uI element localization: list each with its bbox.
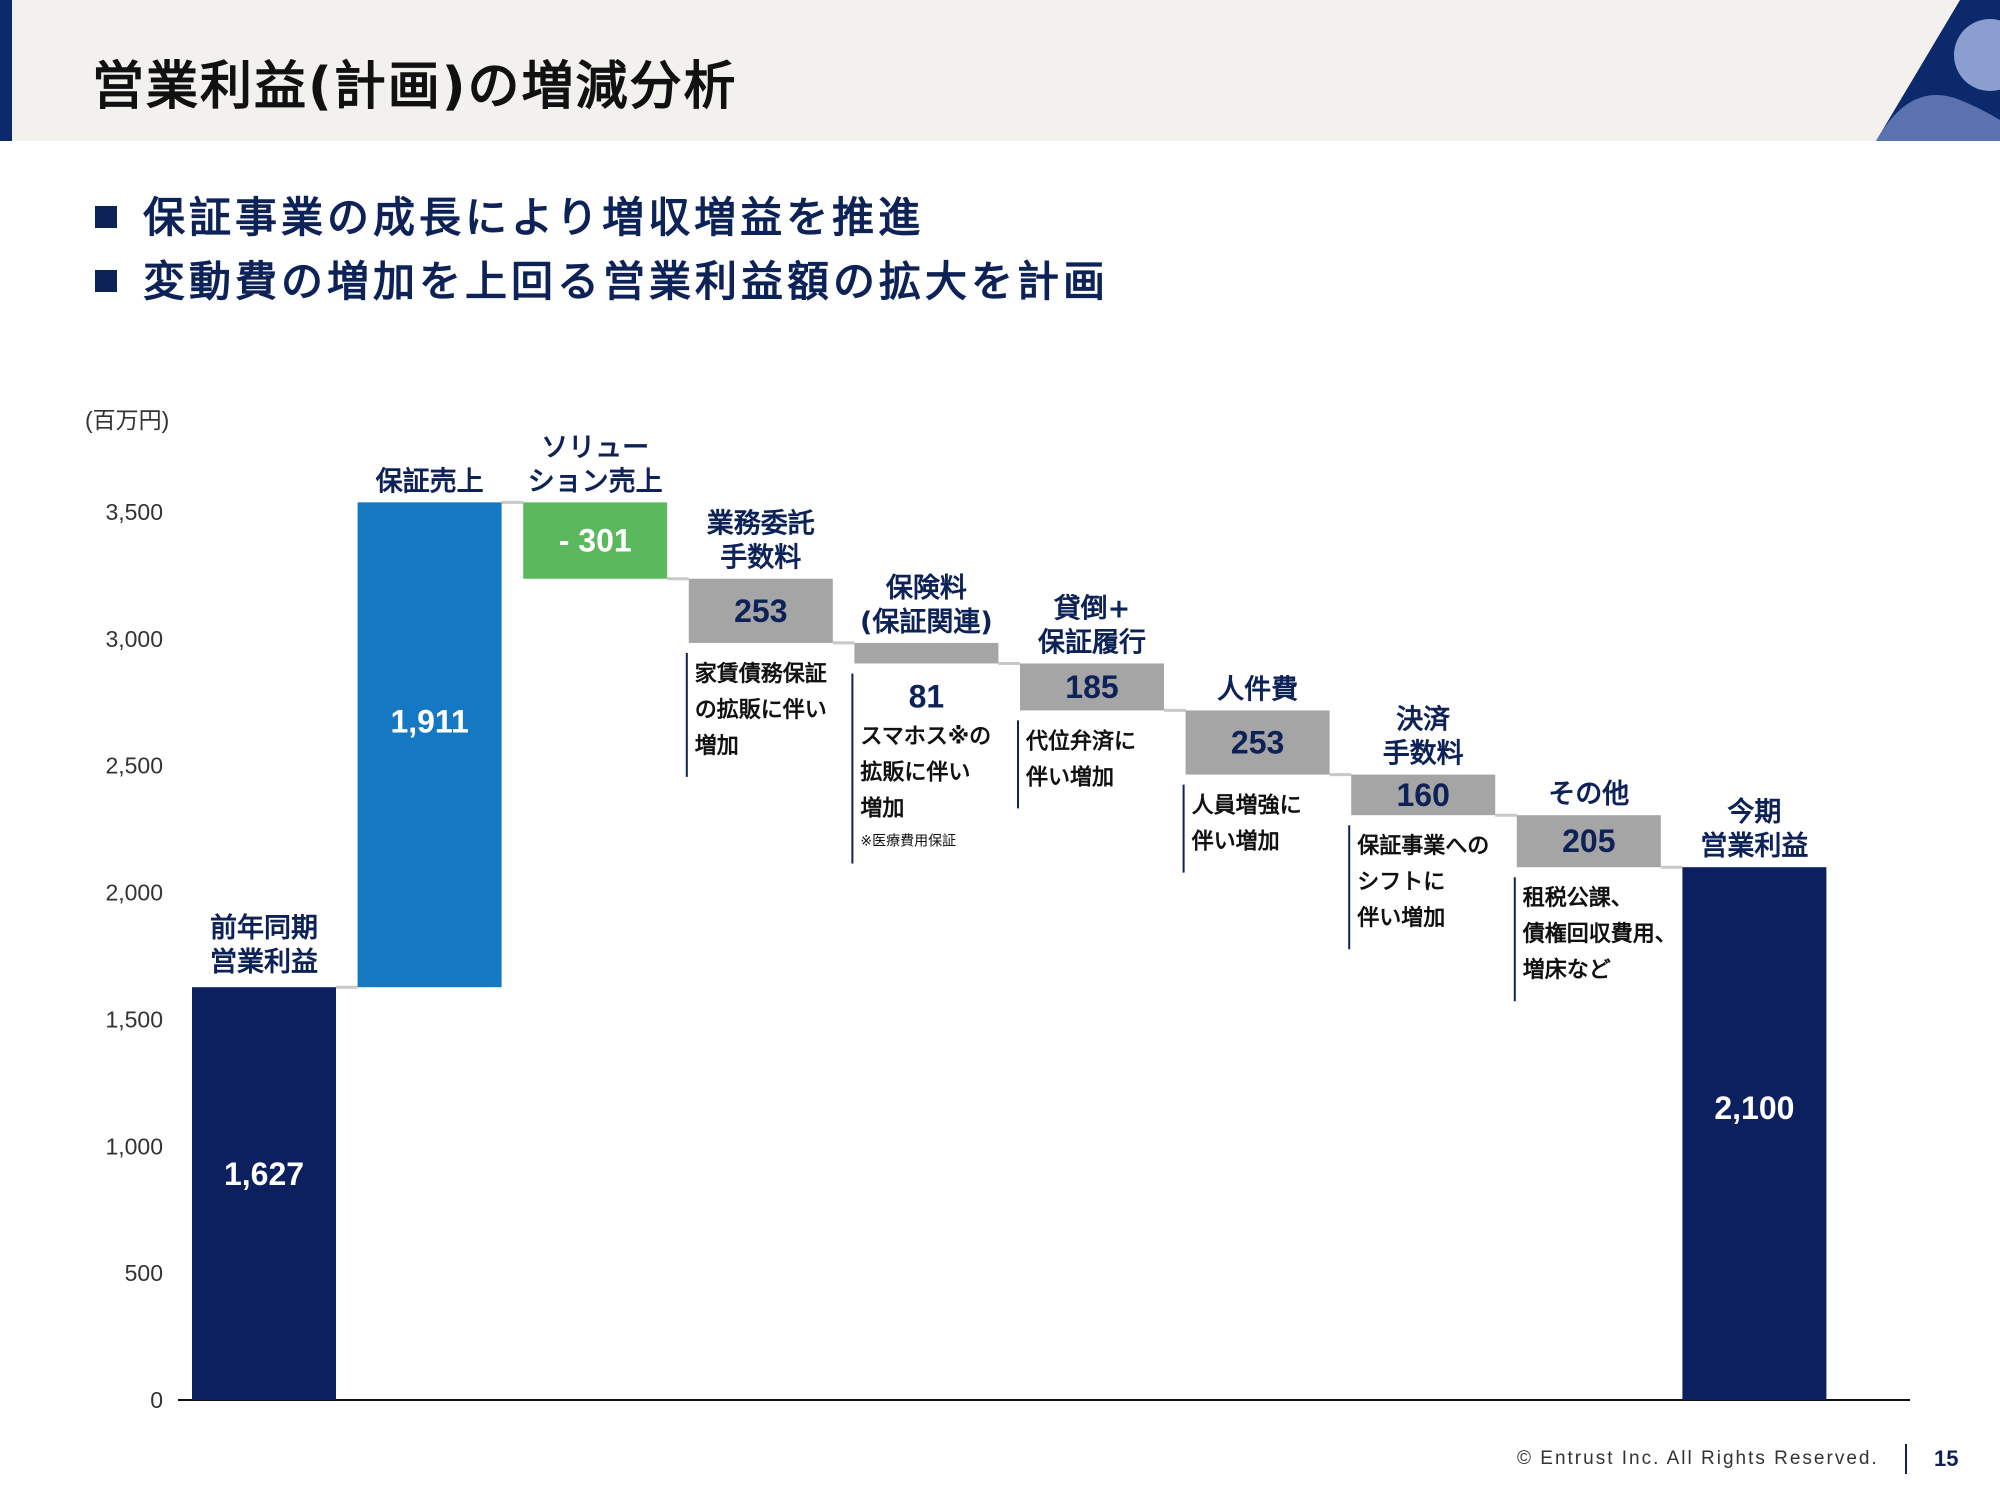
category-label: 人件費 [1217, 674, 1298, 705]
footnote-text: ※医療費用保証 [860, 832, 956, 849]
category-label: ソリュー [541, 432, 649, 463]
note-text: 拡販に伴い [860, 760, 970, 785]
y-tick-label: 0 [150, 1387, 163, 1413]
y-tick-label: 1,500 [105, 1006, 163, 1032]
bar-9 [1682, 867, 1827, 1400]
note-text: シフトに [1357, 870, 1445, 895]
note-text: 伴い増加 [1356, 905, 1445, 931]
y-axis: (百万円) 0 500 1,000 1,500 2,000 2,500 3,000 3,500 [85, 407, 1910, 1413]
note-text: 伴い増加 [1025, 764, 1114, 790]
y-tick-label: 3,000 [105, 626, 163, 652]
category-label: 今期 [1727, 796, 1781, 828]
bars [192, 500, 1827, 1400]
bullet-1: 保証事業の成長により増収増益を推進 [95, 184, 924, 245]
category-label: 営業利益 [1700, 830, 1808, 862]
category-label: (保証関連) [860, 606, 993, 638]
note-text: の拡販に伴い [695, 698, 827, 723]
value-label: 1,911 [390, 704, 468, 740]
page-title: 営業利益(計画)の増減分析 [92, 57, 738, 117]
y-tick-label: 500 [125, 1260, 163, 1286]
note-text: 増加 [860, 795, 904, 821]
bar-3 [688, 578, 833, 643]
note-text: 増加 [695, 733, 739, 759]
note-text: 伴い増加 [1191, 829, 1280, 855]
category-label: その他 [1548, 779, 1629, 810]
y-tick-label: 2,500 [105, 753, 163, 779]
corner-logo-graphic [1876, 0, 2000, 141]
square-bullet-icon [95, 269, 117, 292]
note-text: 代位弁済に [1025, 728, 1136, 754]
note-text: スマホス※の [860, 724, 991, 749]
page-number: 15 [1934, 1446, 1959, 1471]
category-label: 貸倒+ [1054, 592, 1131, 624]
bar-2 [523, 502, 668, 579]
note-text: 増床など [1523, 957, 1611, 983]
value-label: 205 [1562, 823, 1615, 859]
bar-4 [854, 642, 999, 664]
bar-7 [1351, 774, 1496, 816]
value-label: 1,627 [224, 1156, 304, 1192]
note-text: 人員増強に [1192, 793, 1302, 819]
note-text: 保証事業への [1356, 833, 1489, 859]
category-label: 保険料 [885, 573, 967, 604]
category-label: ション売上 [528, 466, 663, 497]
copyright-text: © Entrust Inc. All Rights Reserved. [1517, 1448, 1879, 1469]
category-label: 業務委託 [707, 508, 815, 540]
value-label: 185 [1065, 669, 1118, 705]
bar-6 [1185, 710, 1330, 775]
category-label: 手数料 [1383, 739, 1464, 770]
bullet-2: 変動費の増加を上回る営業利益額の拡大を計画 [95, 248, 1109, 309]
note-text: 租税公課、 [1523, 885, 1633, 911]
value-label: 253 [734, 593, 787, 629]
value-label: 81 [909, 678, 945, 714]
bar-8 [1516, 815, 1661, 868]
bullet-2-text: 変動費の増加を上回る営業利益額の拡大を計画 [143, 257, 1110, 306]
bar-1 [357, 502, 502, 988]
square-bullet-icon [95, 205, 117, 228]
y-tick-label: 1,000 [105, 1133, 163, 1159]
value-label: - 301 [559, 523, 632, 559]
note-text: 債権回収費用、 [1522, 921, 1677, 947]
header-bar: 営業利益(計画)の増減分析 [0, 0, 2000, 141]
y-tick-label: 2,000 [105, 880, 163, 906]
value-label: 160 [1397, 777, 1450, 813]
category-label: 前年同期 [210, 912, 318, 944]
y-tick-label: 3,500 [105, 499, 163, 525]
value-label: 253 [1231, 724, 1284, 760]
category-label: 決済 [1396, 704, 1451, 736]
bar-0 [192, 987, 336, 1400]
category-label: 保証履行 [1037, 626, 1146, 658]
category-label: 営業利益 [210, 946, 318, 978]
category-label: 手数料 [720, 543, 801, 574]
note-text: 家賃債務保証 [695, 661, 827, 687]
bar-5 [1020, 663, 1164, 711]
header-accent [0, 0, 12, 141]
footer-separator [1905, 1444, 1907, 1474]
category-label: 保証売上 [375, 465, 484, 497]
bullet-1-text: 保証事業の成長により増収増益を推進 [143, 193, 925, 242]
value-label: 2,100 [1714, 1090, 1794, 1126]
unit-label: (百万円) [85, 407, 169, 433]
